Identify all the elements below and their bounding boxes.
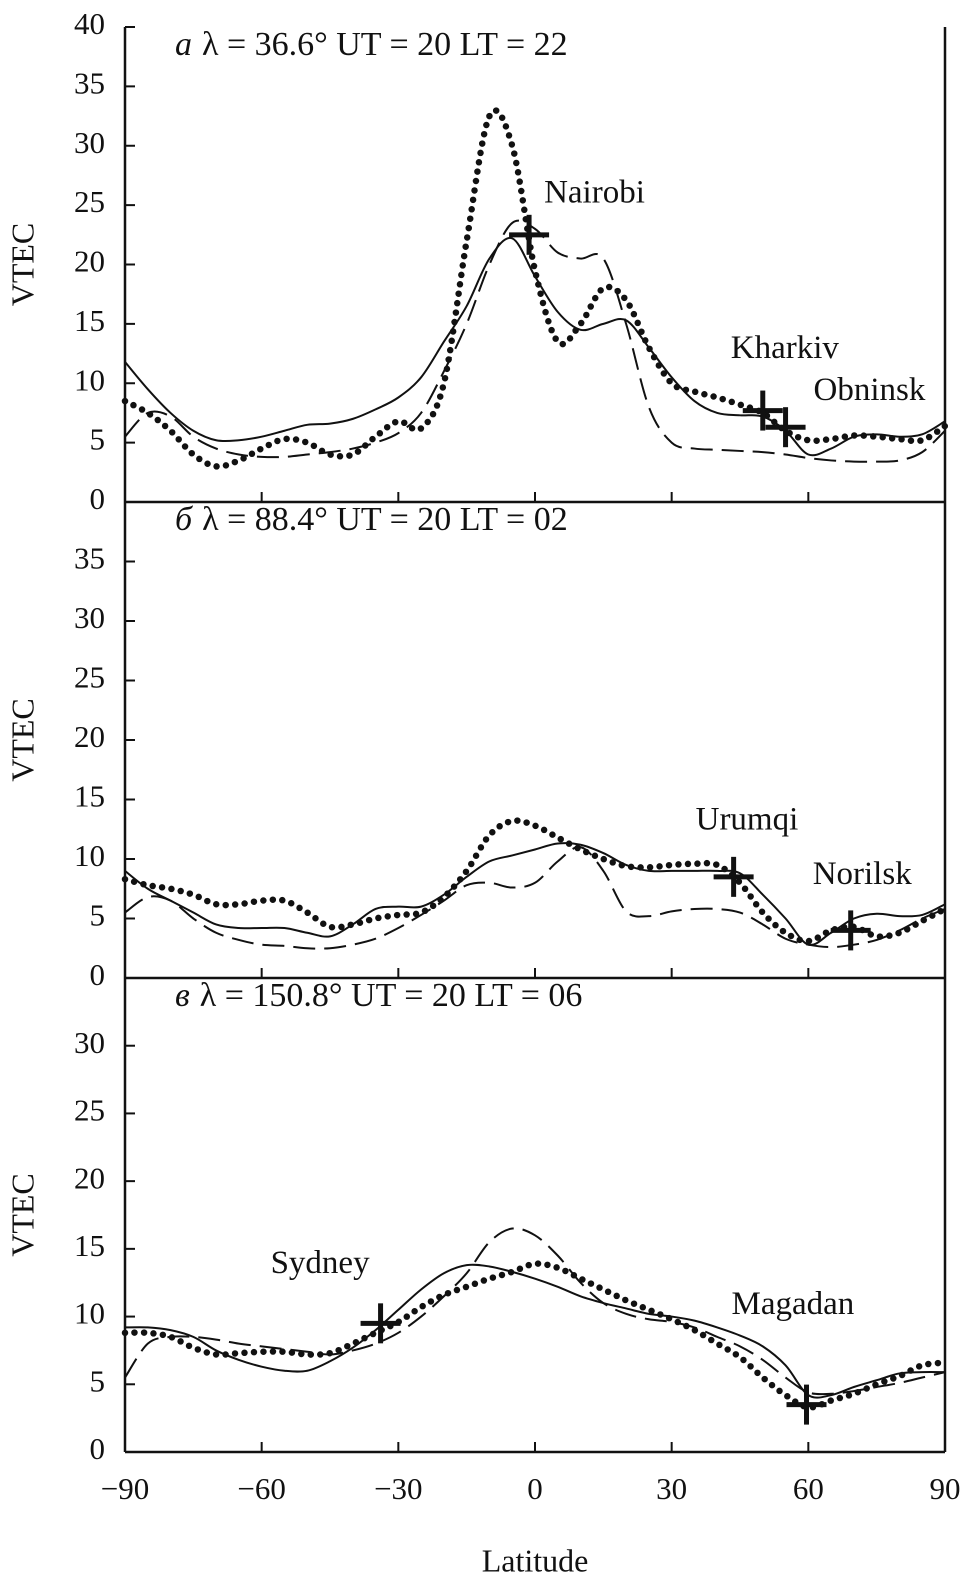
station-label: Kharkiv [731, 330, 840, 366]
x-tick-label: 0 [527, 1471, 543, 1506]
series-line [121, 107, 949, 470]
x-tick-label: −60 [237, 1471, 285, 1506]
series-line [124, 1227, 946, 1396]
title-text: λ = 150.8° UT = 20 LT = 06 [200, 977, 583, 1014]
station-marker [765, 407, 806, 448]
y-tick-label: 10 [74, 838, 105, 873]
station-marker [786, 1384, 827, 1425]
y-tick-label: 10 [74, 362, 105, 397]
station-label: Sydney [271, 1245, 371, 1281]
y-tick-label: 25 [74, 1093, 105, 1128]
y-tick-label: 20 [74, 244, 105, 279]
y-tick-label: 25 [74, 184, 105, 219]
station-label: Urumqi [696, 801, 799, 837]
x-tick-label: 30 [656, 1471, 687, 1506]
series-line [124, 1263, 946, 1399]
title-text: λ = 36.6° UT = 20 LT = 22 [202, 26, 568, 63]
y-tick-label: 15 [74, 1228, 105, 1263]
y-tick-label: 30 [74, 125, 105, 160]
x-tick-label: −30 [374, 1471, 422, 1506]
y-axis-label: VTEC [4, 1173, 40, 1257]
series-line [121, 1260, 949, 1411]
y-tick-label: 30 [74, 600, 105, 635]
y-tick-label: 0 [90, 1431, 106, 1466]
y-tick-label: 35 [74, 541, 105, 576]
panel-label: а [175, 26, 192, 63]
series-line [124, 846, 946, 950]
panel-title: а λ = 36.6° UT = 20 LT = 22 [175, 26, 568, 63]
y-tick-label: 40 [74, 6, 105, 41]
x-tick-label: 60 [793, 1471, 824, 1506]
series-line [124, 219, 946, 463]
y-tick-label: 20 [74, 719, 105, 754]
station-marker [713, 856, 754, 897]
y-tick-label: 20 [74, 1160, 105, 1195]
title-text: λ = 88.4° UT = 20 LT = 02 [202, 501, 568, 538]
panel-label: б [175, 501, 194, 538]
series-line [121, 817, 949, 945]
y-tick-label: 15 [74, 303, 105, 338]
y-tick-label: 0 [90, 481, 106, 516]
y-tick-label: 25 [74, 660, 105, 695]
station-marker [360, 1303, 401, 1344]
x-axis-label: Latitude [482, 1542, 589, 1578]
y-tick-label: 30 [74, 1025, 105, 1060]
panel-title: в λ = 150.8° UT = 20 LT = 06 [175, 977, 582, 1014]
y-tick-label: 10 [74, 1296, 105, 1331]
panel-label: в [175, 977, 190, 1014]
station-label: Obninsk [814, 372, 926, 408]
x-tick-label: 90 [930, 1471, 961, 1506]
y-axis-label: VTEC [4, 223, 40, 307]
y-tick-label: 5 [90, 1363, 106, 1398]
y-tick-label: 5 [90, 422, 106, 457]
station-label: Magadan [732, 1286, 855, 1322]
y-tick-label: 0 [90, 957, 106, 992]
station-label: Norilsk [813, 856, 913, 892]
y-tick-label: 5 [90, 898, 106, 933]
x-tick-label: −90 [101, 1471, 149, 1506]
y-axis-label: VTEC [4, 698, 40, 782]
station-marker [830, 910, 871, 951]
y-tick-label: 15 [74, 779, 105, 814]
station-marker [742, 390, 783, 431]
station-marker [509, 214, 550, 255]
station-label: Nairobi [544, 174, 645, 210]
y-tick-label: 35 [74, 65, 105, 100]
